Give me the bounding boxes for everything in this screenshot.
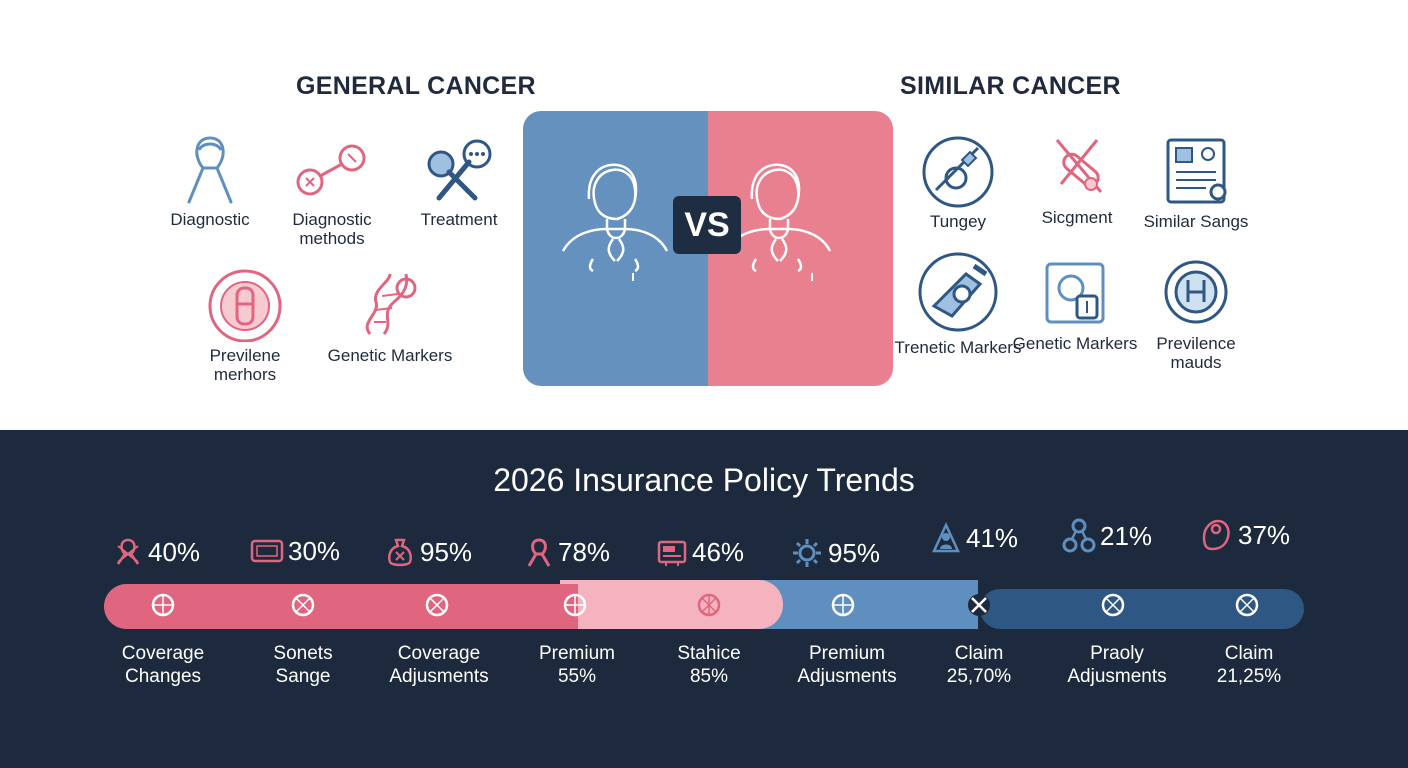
ribbon-icon [187, 136, 233, 204]
trend-label-coverage-changes: Coverage Changes [121, 643, 205, 687]
stat-coverage-adjustments: 95% [384, 536, 472, 568]
similar-item-genetic-markers: Genetic Markers [1010, 254, 1140, 353]
stat-value: 41% [966, 522, 1019, 553]
surgery-icon [922, 136, 994, 208]
person-icon [932, 522, 960, 553]
general-item-previlene: Previlene merhors [180, 266, 310, 384]
similar-item-label: Trenetic Markers [894, 338, 1022, 357]
general-item-label: Genetic Markers [327, 346, 453, 365]
register-icon [657, 540, 687, 566]
stat-claim-21: 37% [1198, 517, 1290, 553]
claim-21-node-icon [1235, 593, 1259, 617]
patient-icon [561, 163, 669, 281]
stat-coverage-changes: 40% [112, 536, 200, 568]
vs-badge: VS [673, 196, 741, 254]
premium-55-node-icon [563, 593, 587, 617]
similar-item-label: Genetic Markers [1012, 334, 1138, 353]
ribbon-icon [527, 538, 551, 567]
stat-value: 78% [558, 536, 611, 567]
pill-icon [1055, 139, 1103, 193]
trend-label-premium-55: Premium 55% [538, 643, 615, 687]
gear-icon [793, 539, 821, 567]
similar-item-label: Sicgment [1041, 208, 1113, 227]
tools-icon [427, 139, 492, 201]
trend-label-stahice: Stahice 85% [677, 643, 741, 687]
similar-cancer-heading: SIMILAR CANCER [900, 72, 1121, 100]
general-item-diagnostic-methods: Diagnostic methods [267, 132, 397, 248]
trend-label-claim-21: Claim 21,25% [1216, 643, 1282, 687]
stat-praoly-adjustments: 21% [1062, 517, 1152, 555]
trend-label-claim-25: Claim 25,70% [946, 643, 1012, 687]
similar-item-similar-sangs: Similar Sangs [1131, 132, 1261, 231]
ribbon-icon [116, 538, 140, 565]
trend-bar-blue-segment [760, 580, 978, 629]
stat-value: 30% [288, 536, 341, 566]
premium-adjustments-node-icon [831, 593, 855, 617]
trend-label-premium-adjustments: Premium Adjusments [797, 643, 897, 687]
trend-label-praoly: Praoly Adjusments [1067, 643, 1167, 687]
network-icon [1062, 518, 1096, 553]
general-item-label: Diagnostic [170, 210, 250, 229]
stat-value: 95% [828, 537, 881, 568]
similar-item-trenetic-markers: Trenetic Markers [893, 250, 1023, 357]
general-item-treatment: Treatment [394, 132, 524, 229]
general-item-label: Diagnostic methods [292, 210, 372, 248]
stat-stahice: 46% [656, 536, 744, 568]
stat-value: 37% [1238, 519, 1291, 550]
similar-item-tungey: Tungey [893, 132, 1023, 231]
praoly-node-icon [1101, 593, 1125, 617]
stat-value: 95% [420, 536, 473, 567]
similar-item-label: Previlence mauds [1156, 334, 1236, 372]
claim-25-node-icon [968, 594, 990, 616]
similar-item-label: Similar Sangs [1143, 212, 1249, 231]
general-cancer-heading: GENERAL CANCER [296, 72, 536, 100]
general-item-genetic-markers: Genetic Markers [325, 266, 455, 365]
sonets-node-icon [291, 593, 315, 617]
similar-item-sicgment: Sicgment [1012, 132, 1142, 227]
stahice-node-icon [697, 593, 721, 617]
bag-icon [1202, 519, 1230, 551]
stat-claim-25: 41% [930, 521, 1018, 555]
syringe-icon [296, 144, 366, 196]
money-bag-icon [388, 538, 412, 567]
dna-icon [365, 273, 417, 335]
stat-premium-adjustments: 95% [790, 536, 880, 570]
stat-value: 46% [692, 536, 745, 567]
general-item-label: Previlene merhors [209, 346, 281, 384]
stat-value: 21% [1100, 520, 1153, 551]
card-icon [250, 539, 284, 562]
trend-label-coverage-adjustments: Coverage Adjusments [389, 643, 489, 687]
lab-icon [1045, 262, 1105, 324]
trend-bar-light-pink-segment [560, 580, 783, 629]
stat-sonets-sange: 30% [250, 536, 340, 567]
coverage-changes-node-icon [151, 593, 175, 617]
scan-icon [208, 269, 282, 342]
clipboard-icon [1166, 138, 1227, 204]
general-item-diagnostic: Diagnostic [145, 132, 275, 229]
scanner-icon [1164, 260, 1228, 324]
vs-comparison-panel: VS [523, 111, 893, 386]
stat-value: 40% [148, 536, 201, 567]
general-item-label: Treatment [420, 210, 498, 229]
similar-item-previlence-mauds: Previlence mauds [1131, 254, 1261, 372]
stat-premium-55: 78% [524, 536, 610, 568]
trends-title: 2026 Insurance Policy Trends [493, 462, 915, 498]
coverage-adjustments-node-icon [425, 593, 449, 617]
trend-bar-pink-segment [104, 584, 578, 629]
microscope-icon [918, 252, 998, 332]
similar-item-label: Tungey [929, 212, 987, 231]
trend-label-sonets-sange: Sonets Sange [273, 643, 333, 687]
